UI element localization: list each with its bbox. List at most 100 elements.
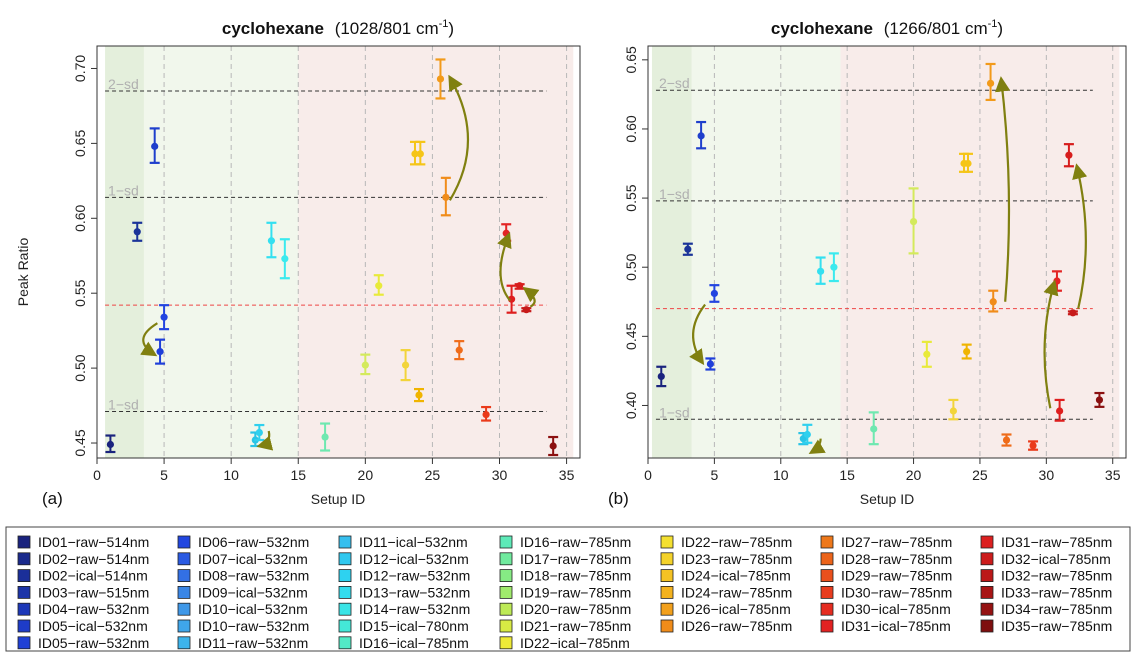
legend-swatch <box>660 552 674 566</box>
y-tick-label-b-5: 0.65 <box>623 46 639 73</box>
marker-b-14 <box>964 159 972 168</box>
legend-swatch <box>660 619 674 633</box>
legend-swatch <box>177 586 191 599</box>
legend-label: ID22−ical−785nm <box>520 635 630 651</box>
legend-swatch <box>499 535 513 549</box>
legend-swatch <box>820 586 834 599</box>
legend-label: ID22−raw−785nm <box>681 534 792 550</box>
legend-item-2-1: ID12−ical−532nm <box>338 551 469 567</box>
marker-a-22 <box>516 282 524 290</box>
legend-label: ID26−ical−785nm <box>681 601 791 617</box>
arrow-a-3 <box>497 231 512 302</box>
point-a-22 <box>514 282 525 290</box>
x-tick-label-a-3: 15 <box>290 467 306 483</box>
legend-swatch <box>338 619 352 633</box>
legend-label: ID15−ical−780nm <box>359 618 469 634</box>
title-a-sup: -1 <box>439 18 449 30</box>
y-tick-label-a-5: 0.70 <box>72 55 88 82</box>
legend-item-0-4: ID04−raw−532nm <box>17 601 149 617</box>
marker-b-3 <box>706 360 715 368</box>
x-axis-label-b: Setup ID <box>860 491 914 507</box>
legend-item-1-1: ID07−ical−532nm <box>177 551 308 567</box>
x-tick-label-a-5: 25 <box>425 467 441 483</box>
y-tick-label-a-0: 0.45 <box>72 429 88 456</box>
sd-label-a-1: 1−sd <box>108 182 139 198</box>
point-a-12 <box>400 349 411 382</box>
marker-b-21 <box>1056 407 1064 415</box>
legend-swatch <box>17 619 31 633</box>
arrow-b-3 <box>1043 279 1059 409</box>
legend-label: ID11−ical−532nm <box>359 534 468 550</box>
marker-a-14 <box>416 150 424 158</box>
legend-swatch <box>499 586 513 599</box>
point-a-14 <box>415 140 426 166</box>
marker-a-15 <box>415 391 423 399</box>
x-tick-label-b-7: 35 <box>1105 467 1121 483</box>
point-a-23 <box>521 306 532 314</box>
point-b-12 <box>948 398 959 421</box>
point-a-17 <box>440 176 451 217</box>
marker-a-6 <box>255 428 263 437</box>
legend-swatch <box>177 619 191 633</box>
marker-b-8 <box>830 263 838 271</box>
arrow-a-0 <box>140 322 158 357</box>
legend-swatch <box>177 636 191 650</box>
legend: ID01−raw−514nmID02−raw−514nmID02−ical−51… <box>5 526 1131 652</box>
x-tick-label-b-2: 10 <box>773 467 789 483</box>
legend-item-1-5: ID10−raw−532nm <box>177 618 309 634</box>
legend-item-0-5: ID05−ical−532nm <box>17 618 148 634</box>
band-b-2 <box>840 46 1120 458</box>
marker-b-19 <box>1029 441 1037 450</box>
point-b-19 <box>1028 440 1039 451</box>
legend-item-3-2: ID18−raw−785nm <box>499 568 631 584</box>
marker-a-8 <box>281 255 289 263</box>
point-b-23 <box>1067 309 1078 317</box>
point-b-8 <box>828 252 839 283</box>
sd-label-b-2: 1−sd <box>659 404 690 420</box>
legend-swatch <box>338 586 352 599</box>
marker-a-9 <box>321 433 329 441</box>
legend-label: ID31−ical−785nm <box>841 618 951 634</box>
legend-label: ID07−ical−532nm <box>198 551 308 567</box>
legend-item-3-3: ID19−raw−785nm <box>499 584 631 600</box>
legend-swatch <box>17 569 31 582</box>
y-axis-label-a: Peak Ratio <box>15 238 31 307</box>
legend-item-2-0: ID11−ical−532nm <box>338 534 468 550</box>
point-a-0 <box>105 434 116 454</box>
legend-label: ID30−raw−785nm <box>841 584 952 600</box>
legend-label: ID06−raw−532nm <box>198 534 309 550</box>
legend-label: ID24−raw−785nm <box>681 584 792 600</box>
legend-label: ID16−ical−785nm <box>359 635 469 651</box>
legend-label: ID14−raw−532nm <box>359 601 470 617</box>
panel-b: cyclohexane (1266/801 cm-1) 2−sd 1−sd 1−sd… <box>608 18 1127 508</box>
marker-b-17 <box>989 298 997 306</box>
marker-b-9 <box>870 425 878 433</box>
point-a-1 <box>132 221 143 242</box>
point-b-11 <box>921 340 932 368</box>
sd-label-a-2: 1−sd <box>108 397 139 413</box>
legend-label: ID13−raw−532nm <box>359 584 470 600</box>
title-b-main: cyclohexane <box>771 19 873 38</box>
legend-swatch <box>980 586 994 599</box>
marker-b-0 <box>657 372 665 381</box>
title-a-rest: (1028/801 cm <box>335 19 439 38</box>
legend-label: ID10−raw−532nm <box>198 618 309 634</box>
y-tick-label-a-2: 0.55 <box>72 279 88 306</box>
legend-swatch <box>660 569 674 582</box>
title-b-end: ) <box>997 19 1003 38</box>
legend-frame <box>5 526 1131 652</box>
y-tick-label-b-1: 0.45 <box>623 322 639 349</box>
legend-label: ID10−ical−532nm <box>198 601 308 617</box>
legend-swatch <box>820 569 834 582</box>
point-a-4 <box>159 304 170 331</box>
panel-a: cyclohexane (1028/801 cm-1) 2−sd 1−sd 1−sd… <box>15 18 581 508</box>
title-a-main: cyclohexane <box>222 19 324 38</box>
legend-swatch <box>980 535 994 549</box>
marker-a-10 <box>361 361 369 369</box>
point-b-21 <box>1054 398 1065 422</box>
arrow-b-0 <box>689 303 706 366</box>
plot-frame-b <box>647 45 1127 459</box>
marker-a-12 <box>401 361 410 369</box>
legend-item-1-3: ID09−ical−532nm <box>177 584 308 600</box>
